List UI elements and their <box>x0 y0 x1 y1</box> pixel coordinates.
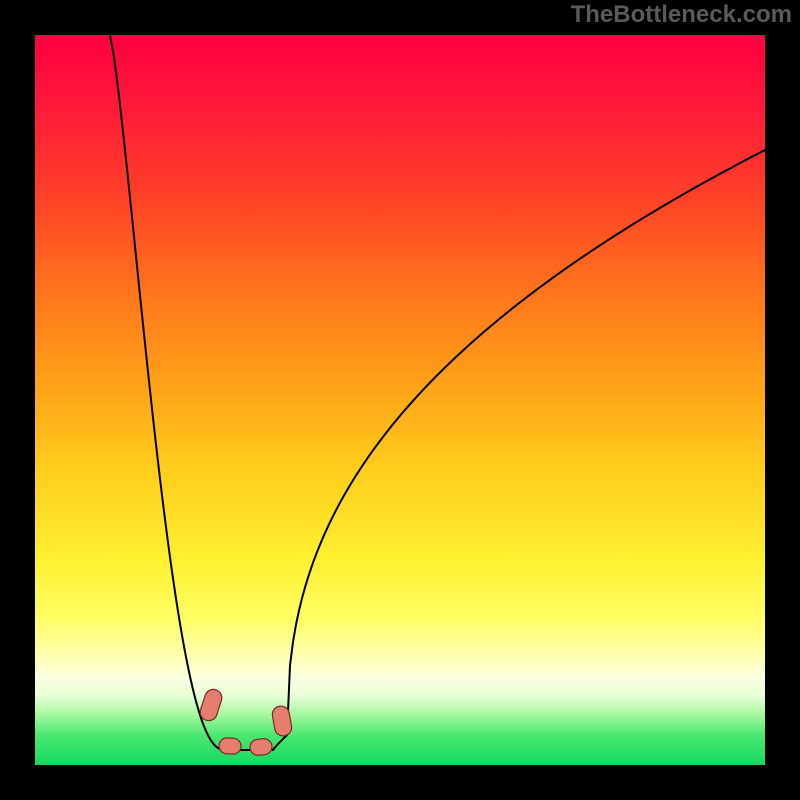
chart-container: TheBottleneck.com <box>0 0 800 800</box>
plot-area <box>35 35 765 765</box>
data-marker <box>219 737 242 754</box>
data-marker <box>249 738 272 756</box>
watermark-text: TheBottleneck.com <box>571 1 792 29</box>
gradient-background <box>35 35 765 765</box>
